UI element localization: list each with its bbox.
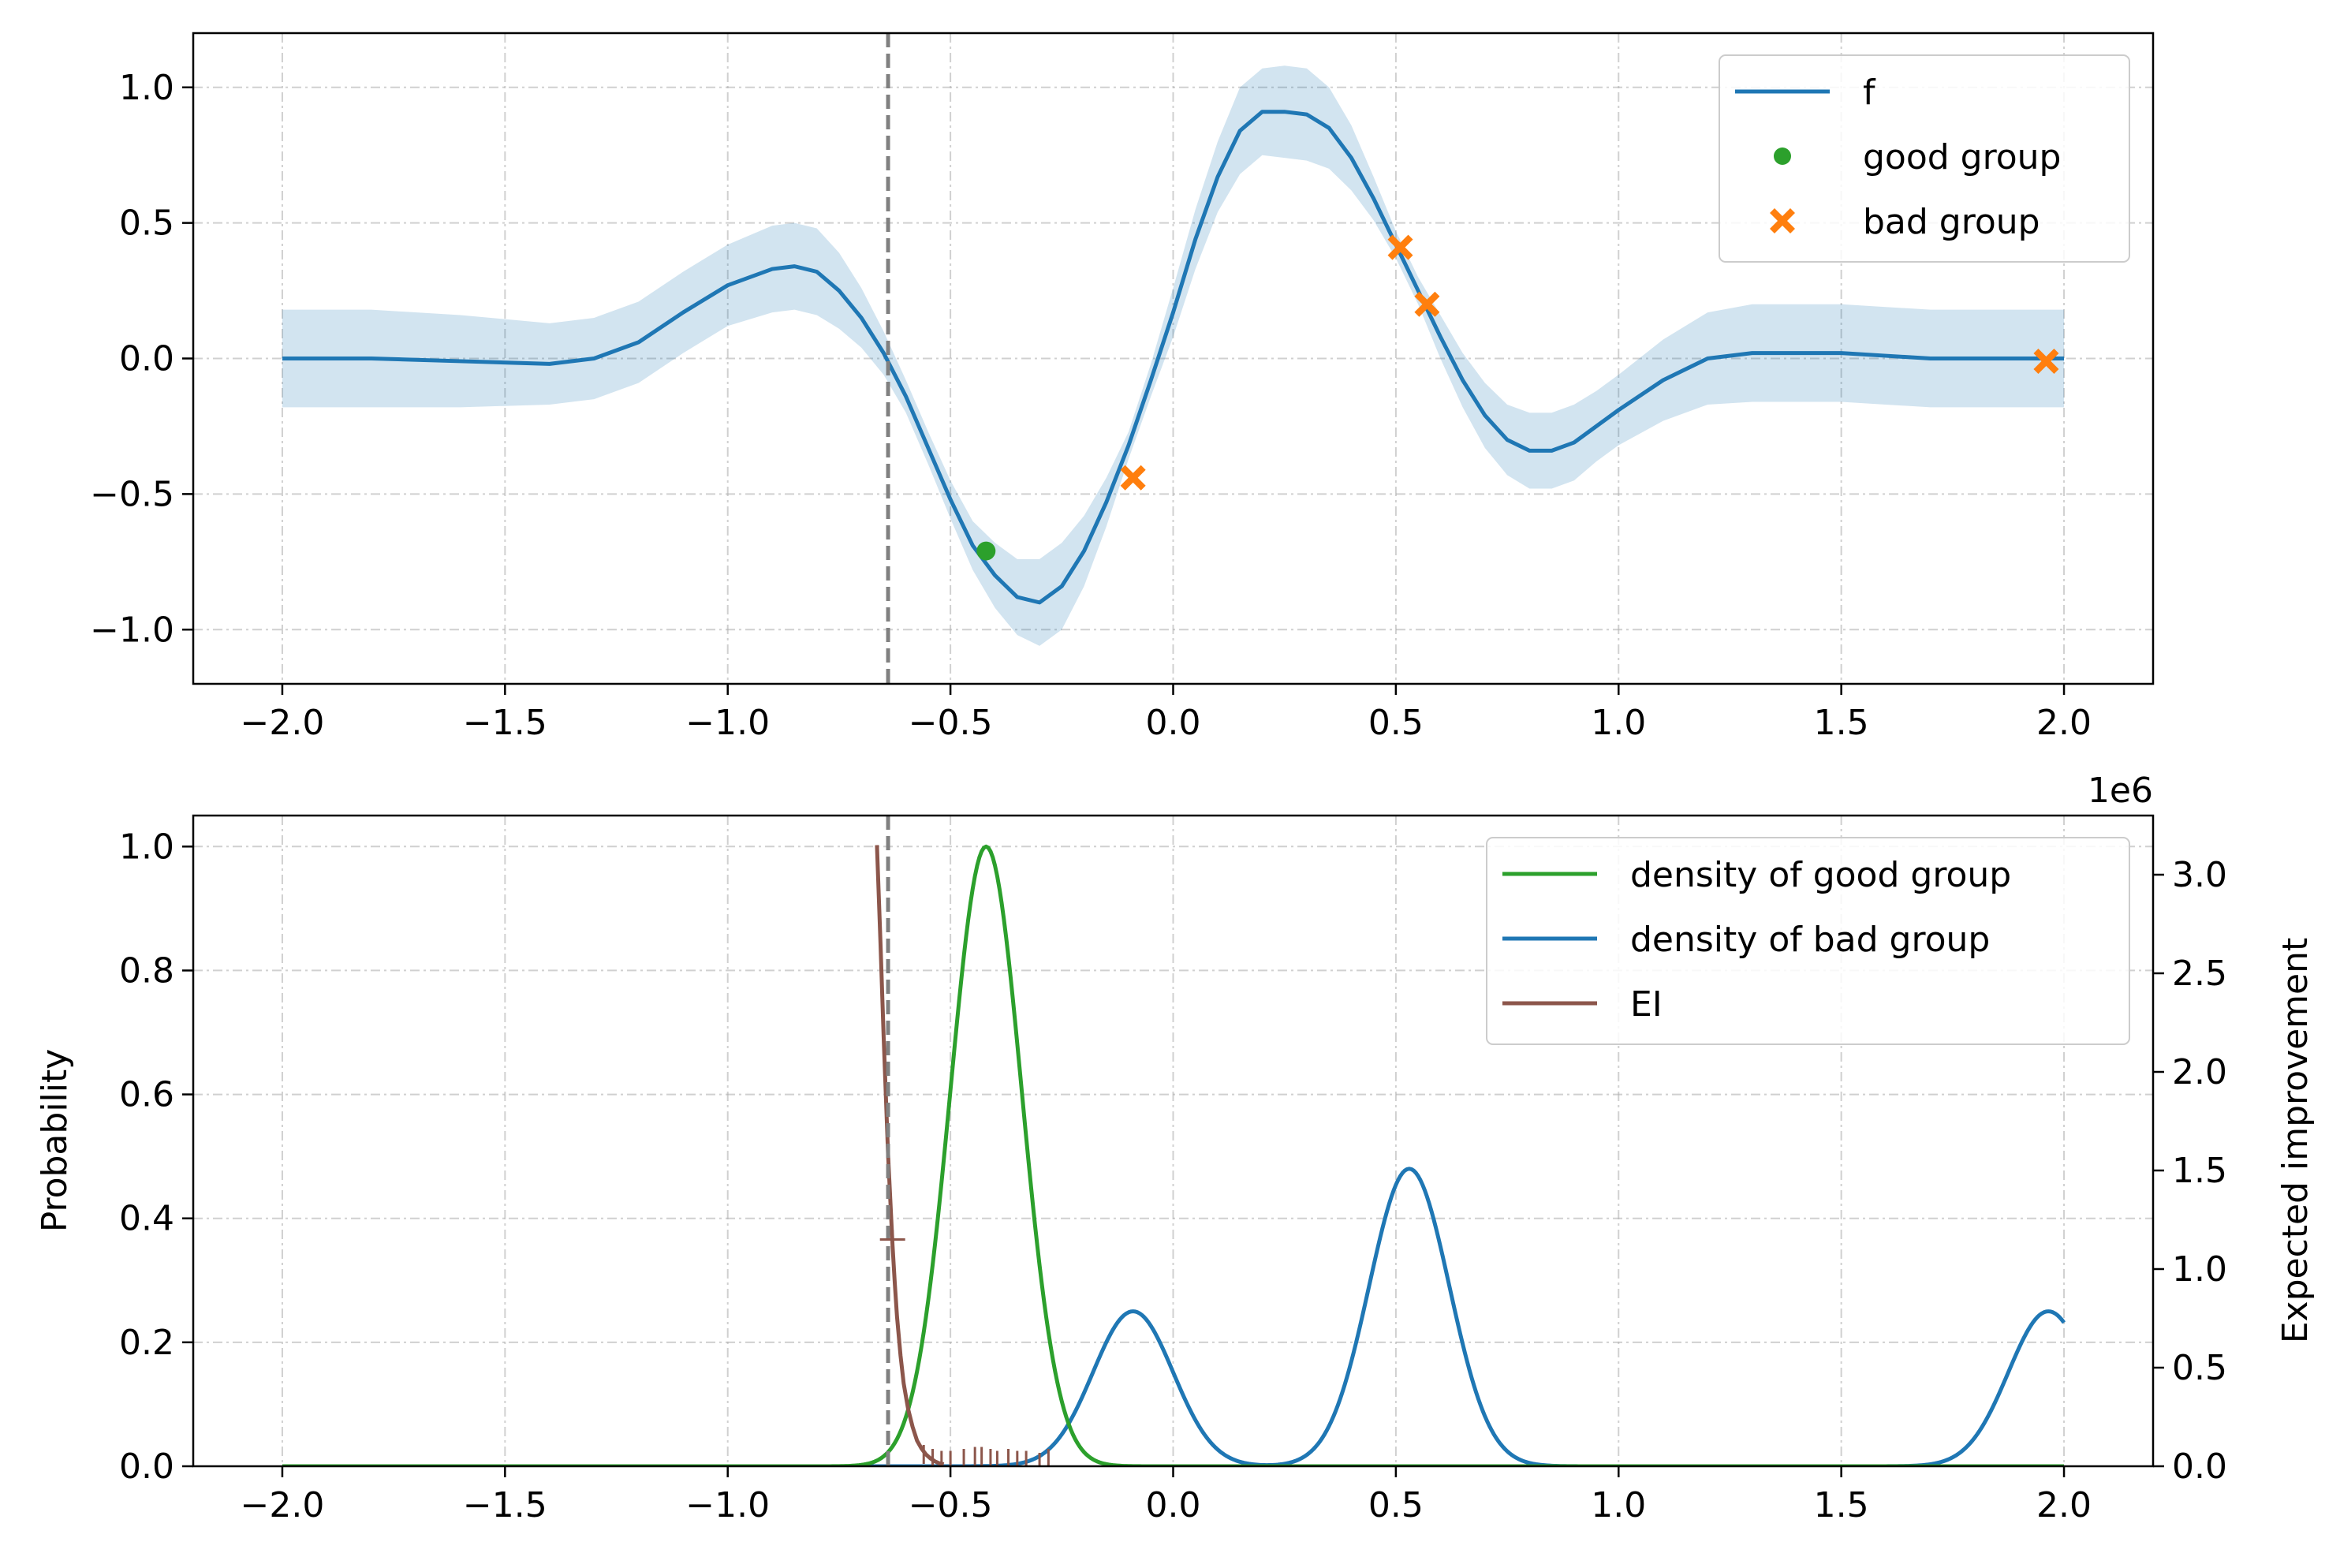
top-x-tick-label: 1.0 — [1591, 703, 1646, 743]
bottom-panel: −2.0 −1.5 −1.0 −0.5 0.0 0.5 1.0 1.5 2.0 0.00.20.… — [35, 814, 2316, 1525]
bottom-grid — [193, 816, 2153, 1466]
bad-group-point — [1120, 465, 1146, 491]
top-marker-layer — [976, 234, 2059, 561]
bottom-y2-tick-label: 1.0 — [2172, 1249, 2227, 1290]
top-legend: f good group bad group — [1719, 54, 2130, 263]
bottom-rug-layer — [879, 1230, 1050, 1466]
legend-label-density-bad: density of bad group — [1630, 920, 1990, 960]
legend-label-bad-group: bad group — [1863, 202, 2040, 242]
top-y-tick-label: −0.5 — [90, 474, 174, 514]
bottom-x-tick-label: 0.5 — [1368, 1485, 1424, 1525]
bottom-x-tick-label: −1.5 — [463, 1485, 547, 1525]
bad-group-point — [1387, 234, 1413, 260]
legend-label-f: f — [1863, 73, 1876, 113]
bottom-y2-tick-label: 2.0 — [2172, 1052, 2227, 1092]
top-x-tick-label: 0.0 — [1146, 703, 1201, 743]
top-x-tick-label: −0.5 — [909, 703, 993, 743]
top-y-tick-label: −1.0 — [90, 610, 174, 650]
bottom-x-ticks: −2.0 −1.5 −1.0 −0.5 0.0 0.5 1.0 1.5 2.0 — [241, 1466, 2092, 1525]
bottom-x-tick-label: −2.0 — [241, 1485, 325, 1525]
bottom-legend: density of good group density of bad gro… — [1486, 837, 2130, 1045]
bottom-y-tick-label: 0.6 — [119, 1075, 174, 1115]
f-uncertainty-band — [282, 65, 2065, 646]
top-x-tick-label: −1.5 — [463, 703, 547, 743]
top-x-tick-label: −2.0 — [241, 703, 325, 743]
bottom-y2-tick-label: 0.0 — [2172, 1447, 2227, 1487]
bottom-x-tick-label: −0.5 — [909, 1485, 993, 1525]
f-line — [282, 110, 2065, 605]
bad-group-point — [2033, 348, 2059, 374]
top-panel: −2.0 −1.5 −1.0 −0.5 0.0 0.5 1.0 1.5 2.0 −1.0 −0.5… — [90, 32, 2155, 811]
bottom-x-tick-label: 2.0 — [2036, 1485, 2092, 1525]
top-y-tick-label: 0.0 — [119, 339, 174, 379]
legend-swatch-good-group — [1774, 147, 1791, 165]
bottom-x-tick-label: 1.5 — [1814, 1485, 1869, 1525]
top-y-ticks: −1.0 −0.5 0.0 0.5 1.0 — [90, 68, 193, 650]
bottom-y2-tick-label: 2.5 — [2172, 954, 2227, 994]
bottom-legend-box — [1486, 837, 2130, 1045]
legend-label-density-good: density of good group — [1630, 855, 2011, 895]
bottom-y2-tick-label: 0.5 — [2172, 1348, 2227, 1388]
bottom-y-tick-label: 0.0 — [119, 1447, 174, 1487]
good-group-point — [976, 541, 996, 561]
legend-label-ei: EI — [1630, 984, 1663, 1025]
top-band-layer — [282, 65, 2065, 646]
x-offset-label: 1e6 — [2088, 771, 2153, 811]
top-x-tick-label: 1.5 — [1814, 703, 1869, 743]
top-y-tick-label: 1.0 — [119, 68, 174, 108]
bad-group-point — [1414, 291, 1440, 317]
top-x-tick-label: 2.0 — [2036, 703, 2092, 743]
bottom-x-tick-label: 1.0 — [1591, 1485, 1646, 1525]
bottom-y2-tick-label: 3.0 — [2172, 855, 2227, 895]
legend-label-good-group: good group — [1863, 137, 2061, 177]
bottom-y-tick-label: 0.4 — [119, 1199, 174, 1239]
bottom-y-tick-label: 0.8 — [119, 950, 174, 991]
top-line-layer — [282, 33, 2065, 684]
legend-swatch-bad-group — [1770, 208, 1795, 233]
density-bad-line — [282, 1167, 2066, 1466]
bottom-y2-tick-label: 1.5 — [2172, 1151, 2227, 1191]
y2-axis-label-expected-improvement: Expected improvement — [2275, 938, 2316, 1344]
bottom-y2-ticks: 0.0 0.5 1.0 1.5 2.0 2.5 3.0 — [2153, 855, 2227, 1487]
top-y-tick-label: 0.5 — [119, 203, 174, 244]
bottom-x-tick-label: 0.0 — [1146, 1485, 1201, 1525]
top-grid — [193, 33, 2153, 684]
bottom-x-tick-label: −1.0 — [685, 1485, 770, 1525]
bottom-y-ticks: 0.0 0.2 0.4 0.6 0.8 1.0 — [119, 827, 193, 1487]
top-legend-box — [1719, 54, 2130, 263]
top-x-ticks: −2.0 −1.5 −1.0 −0.5 0.0 0.5 1.0 1.5 2.0 — [241, 684, 2092, 743]
bottom-y-tick-label: 1.0 — [119, 827, 174, 867]
bottom-y-tick-label: 0.2 — [119, 1323, 174, 1363]
top-x-tick-label: −1.0 — [685, 703, 770, 743]
y-axis-label-probability: Probability — [35, 1049, 75, 1233]
top-x-tick-label: 0.5 — [1368, 703, 1424, 743]
